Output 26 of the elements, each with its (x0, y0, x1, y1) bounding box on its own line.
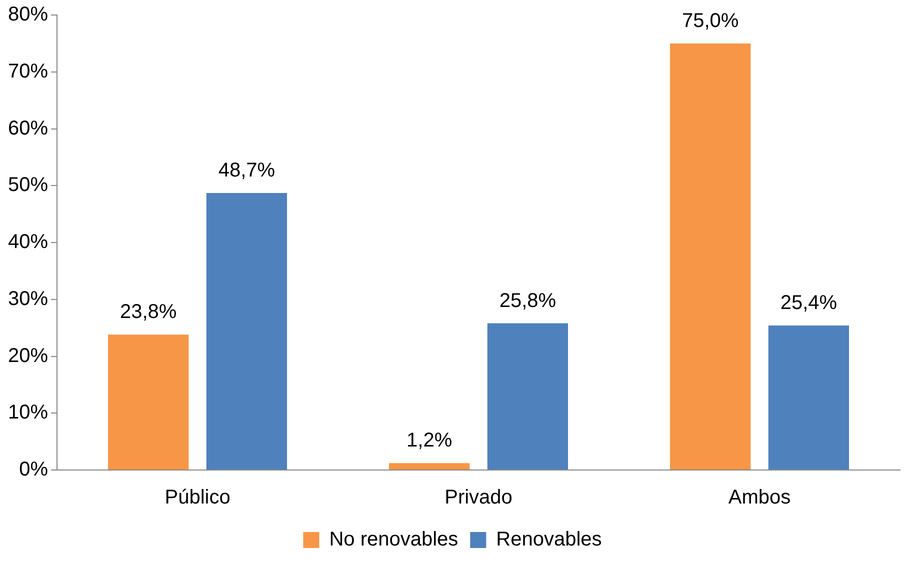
y-tick-label: 10% (8, 402, 48, 424)
legend-label: Renovables (496, 528, 602, 551)
data-label: 1,2% (406, 430, 452, 452)
data-label: 48,7% (218, 160, 276, 182)
y-tick-label: 70% (8, 60, 48, 82)
bar (670, 43, 751, 470)
data-label: 75,0% (682, 10, 739, 32)
y-tick-label: 0% (19, 458, 48, 481)
y-tick-label: 20% (8, 344, 48, 367)
data-label: 25,8% (499, 290, 556, 312)
y-tick-label: 50% (8, 174, 48, 196)
y-tick-label: 60% (8, 117, 48, 140)
bar (389, 463, 470, 470)
data-label: 23,8% (120, 301, 177, 324)
x-tick-label: Público (164, 486, 230, 509)
legend-label: No renovables (329, 528, 458, 551)
bar (108, 334, 189, 470)
y-tick-label: 40% (8, 231, 48, 254)
y-tick-label: 80% (8, 4, 48, 26)
x-tick-label: Ambos (728, 486, 791, 509)
data-label: 25,4% (780, 292, 838, 314)
y-tick-label: 30% (8, 288, 48, 310)
bar (487, 323, 568, 470)
x-tick-label: Privado (444, 486, 512, 509)
bar (768, 326, 849, 470)
bar (206, 193, 288, 470)
